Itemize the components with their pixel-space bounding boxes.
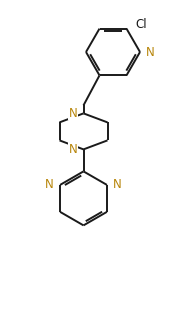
Text: Cl: Cl bbox=[135, 18, 147, 31]
Text: N: N bbox=[45, 179, 54, 191]
Text: N: N bbox=[113, 179, 122, 191]
Text: N: N bbox=[69, 107, 78, 120]
Text: N: N bbox=[146, 46, 155, 58]
Text: N: N bbox=[69, 143, 78, 156]
